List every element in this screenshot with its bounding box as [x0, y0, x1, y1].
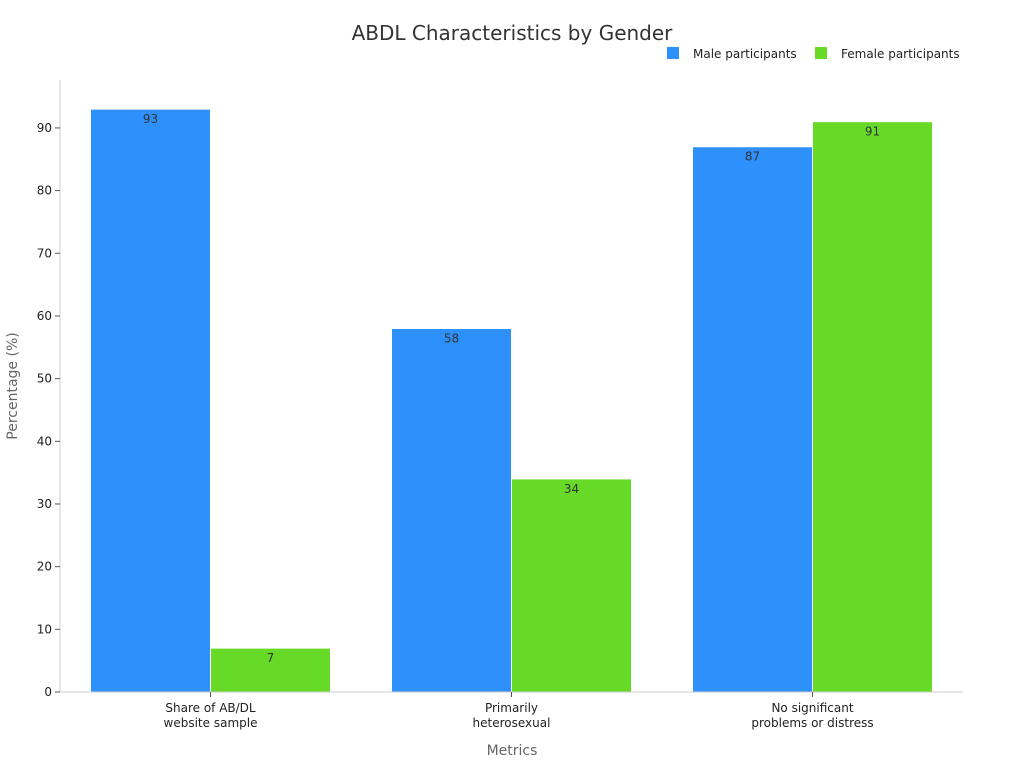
chart-title: ABDL Characteristics by Gender [352, 21, 674, 45]
y-tick-label: 50 [37, 372, 52, 386]
legend-swatch [815, 47, 827, 59]
bar-male-1 [90, 108, 211, 693]
x-tick-label: No significant problems or distress [751, 701, 873, 730]
data-label: 93 [143, 112, 158, 126]
y-tick-label: 70 [37, 246, 52, 260]
legend-swatch [667, 47, 679, 59]
data-labels: 93 7 58 34 87 91 [143, 112, 880, 665]
legend: Male participants Female participants [667, 47, 960, 61]
x-axis-ticks: Share of AB/DL website sample Primarily het… [164, 692, 874, 730]
y-tick-label: 90 [37, 121, 52, 135]
bar-male-2 [391, 327, 512, 693]
data-label: 34 [564, 482, 579, 496]
y-tick-label: 30 [37, 497, 52, 511]
bar-female-3 [812, 121, 933, 693]
y-axis-title: Percentage (%) [5, 332, 21, 439]
bars [90, 108, 933, 693]
data-label: 87 [745, 150, 760, 164]
y-tick-label: 0 [44, 685, 52, 699]
bar-male-3 [692, 146, 813, 693]
y-axis-ticks: 0 10 20 30 40 50 60 70 80 90 [37, 121, 60, 699]
x-axis-title: Metrics [487, 743, 538, 759]
y-tick-label: 20 [37, 560, 52, 574]
data-label: 7 [267, 651, 275, 665]
y-tick-label: 60 [37, 309, 52, 323]
bar-female-1 [210, 647, 331, 693]
y-tick-label: 80 [37, 184, 52, 198]
y-tick-label: 10 [37, 622, 52, 636]
bar-female-2 [511, 478, 632, 693]
legend-label: Male participants [693, 47, 797, 61]
data-label: 91 [865, 125, 880, 139]
legend-label: Female participants [841, 47, 960, 61]
data-label: 58 [444, 331, 459, 345]
x-tick-label: Primarily heterosexual [473, 701, 551, 730]
x-tick-label: Share of AB/DL website sample [164, 701, 258, 730]
y-tick-label: 40 [37, 434, 52, 448]
